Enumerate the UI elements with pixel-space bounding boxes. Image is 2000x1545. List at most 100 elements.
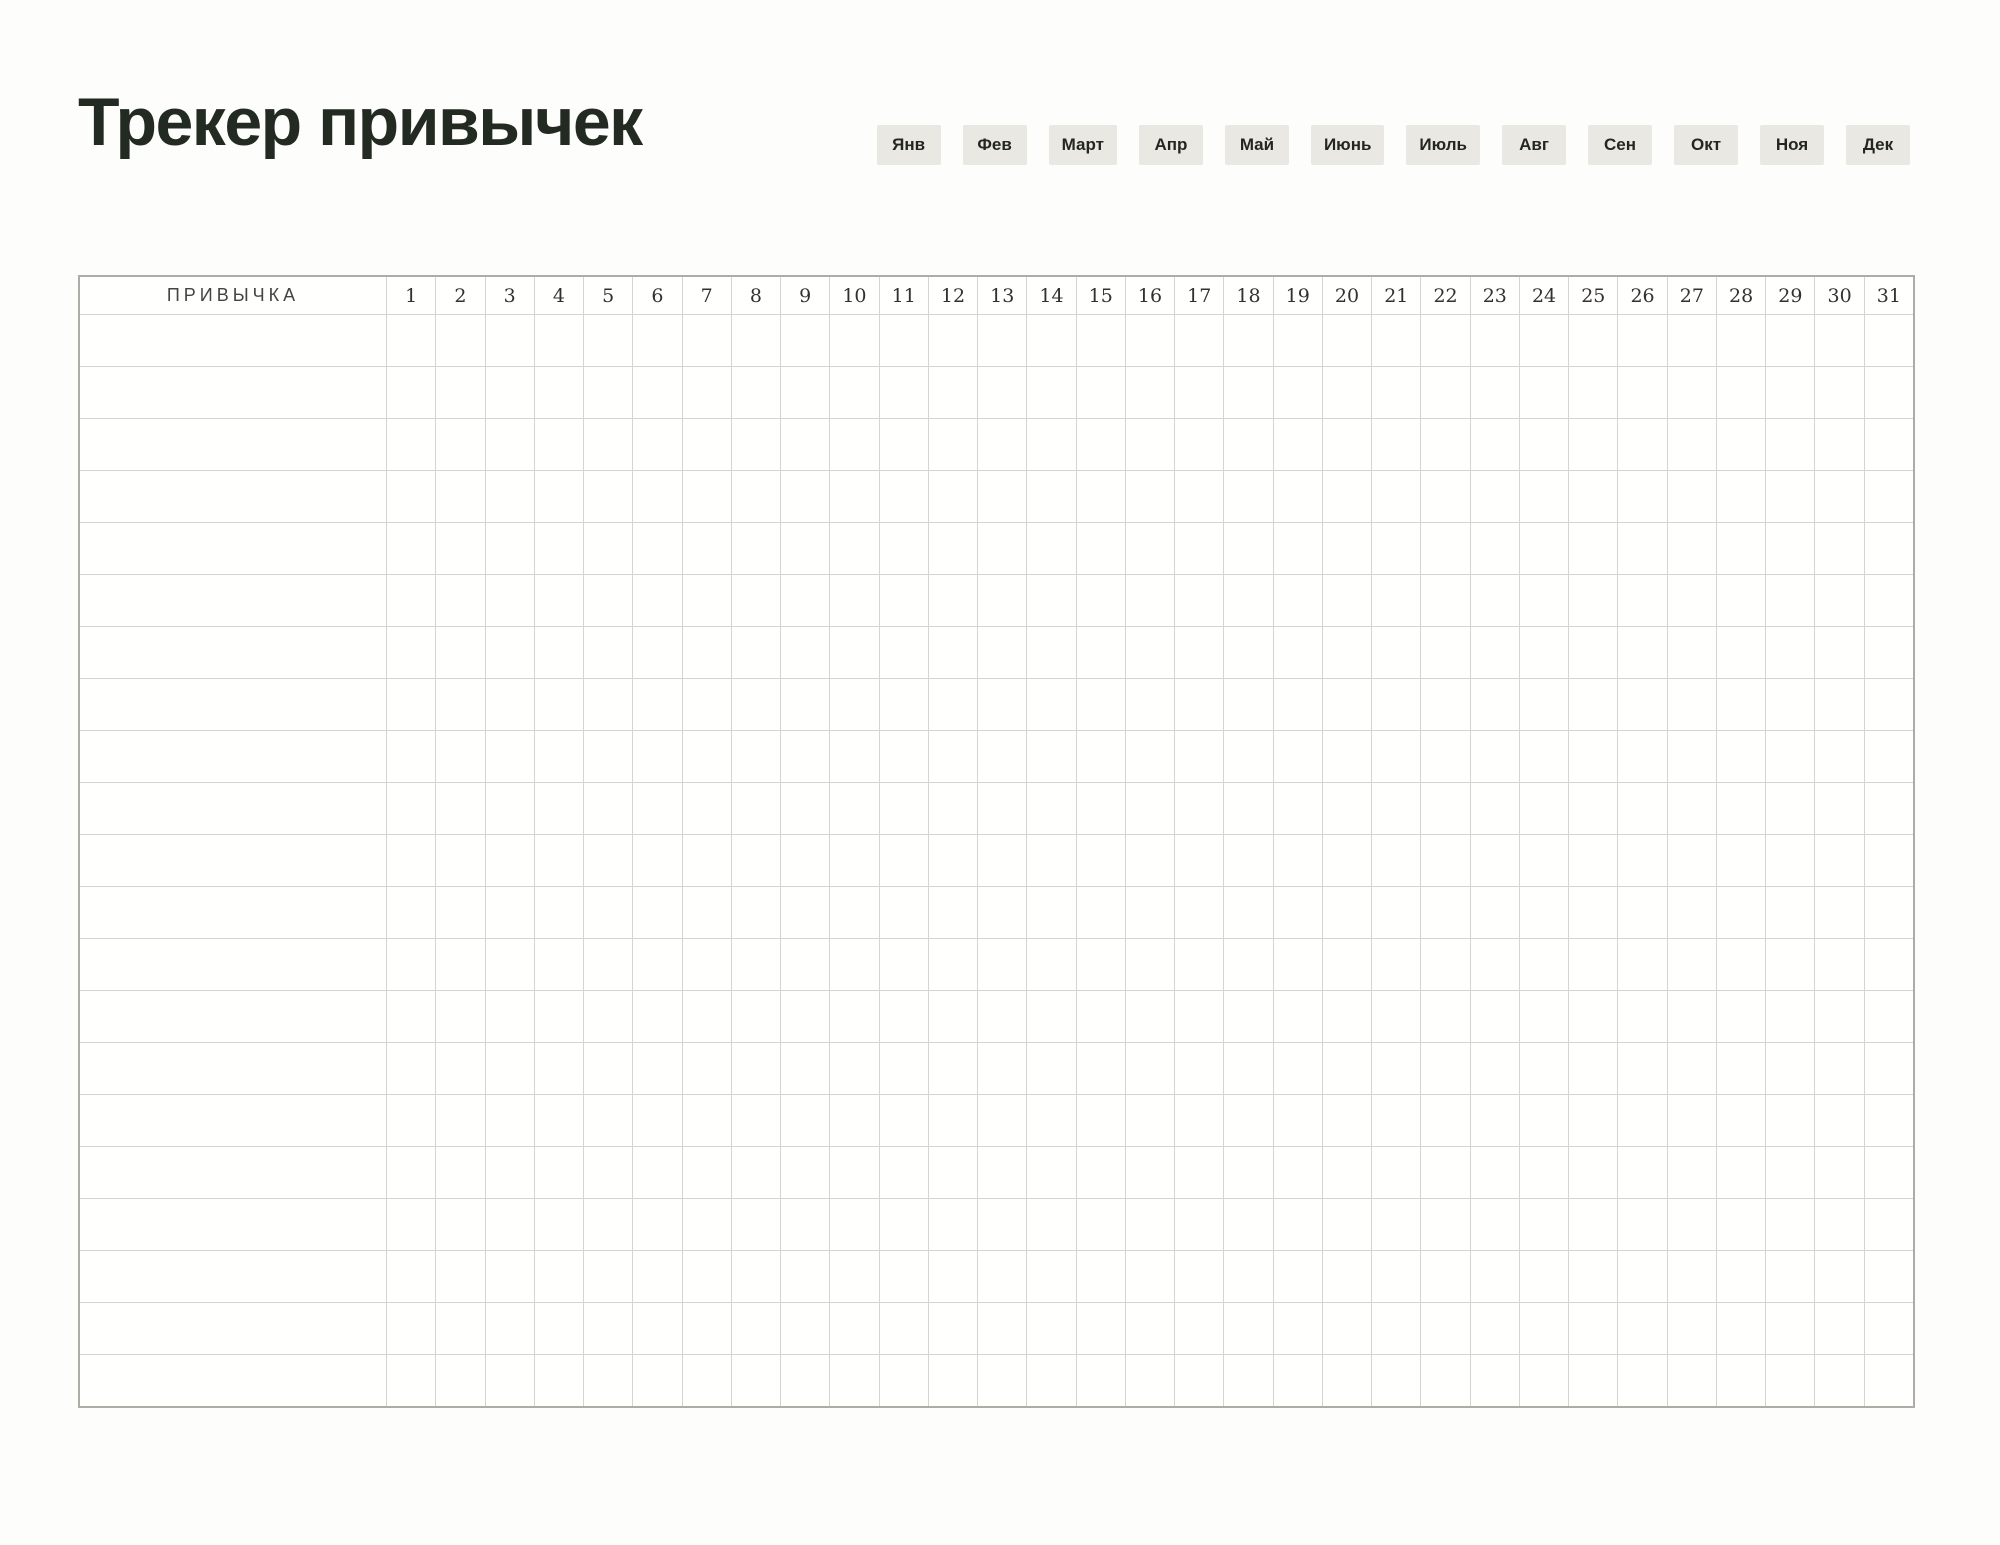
day-cell[interactable] — [829, 678, 879, 730]
day-cell[interactable] — [977, 990, 1027, 1042]
day-cell[interactable] — [977, 678, 1027, 730]
day-cell[interactable] — [1666, 626, 1716, 678]
day-cell[interactable] — [1223, 470, 1273, 522]
habit-name-cell[interactable] — [80, 366, 386, 418]
day-cell[interactable] — [1518, 1042, 1569, 1094]
day-cell[interactable] — [1666, 470, 1716, 522]
day-cell[interactable] — [1715, 886, 1766, 938]
day-cell[interactable] — [1765, 1042, 1815, 1094]
day-cell[interactable] — [1666, 1250, 1716, 1302]
day-cell[interactable] — [1863, 366, 1913, 418]
day-cell[interactable] — [1765, 782, 1815, 834]
tab-month-2[interactable]: Фев — [962, 125, 1027, 165]
day-cell[interactable] — [1715, 522, 1766, 574]
day-cell[interactable] — [1075, 366, 1125, 418]
day-cell[interactable] — [1371, 1094, 1421, 1146]
day-cell[interactable] — [386, 678, 436, 730]
day-cell[interactable] — [927, 366, 978, 418]
day-cell[interactable] — [927, 730, 978, 782]
day-cell[interactable] — [583, 834, 633, 886]
day-cell[interactable] — [878, 1354, 928, 1406]
day-cell[interactable] — [632, 1250, 682, 1302]
day-cell[interactable] — [1272, 626, 1322, 678]
day-cell[interactable] — [1124, 418, 1175, 470]
day-cell[interactable] — [1321, 678, 1372, 730]
day-cell[interactable] — [1026, 1094, 1076, 1146]
day-cell[interactable] — [1124, 626, 1175, 678]
day-cell[interactable] — [533, 1250, 584, 1302]
day-cell[interactable] — [583, 1354, 633, 1406]
day-cell[interactable] — [583, 938, 633, 990]
day-cell[interactable] — [1617, 470, 1667, 522]
day-cell[interactable] — [1371, 1250, 1421, 1302]
day-cell[interactable] — [583, 1198, 633, 1250]
day-cell[interactable] — [977, 782, 1027, 834]
day-cell[interactable] — [1321, 470, 1372, 522]
day-cell[interactable] — [1420, 1354, 1470, 1406]
day-cell[interactable] — [927, 1250, 978, 1302]
day-cell[interactable] — [1568, 834, 1618, 886]
day-cell[interactable] — [1469, 1042, 1519, 1094]
day-cell[interactable] — [632, 678, 682, 730]
day-cell[interactable] — [1174, 990, 1224, 1042]
day-cell[interactable] — [583, 366, 633, 418]
day-cell[interactable] — [829, 1094, 879, 1146]
day-cell[interactable] — [1568, 1198, 1618, 1250]
day-cell[interactable] — [1765, 1354, 1815, 1406]
day-cell[interactable] — [1124, 730, 1175, 782]
day-cell[interactable] — [829, 782, 879, 834]
day-cell[interactable] — [386, 626, 436, 678]
day-cell[interactable] — [1124, 782, 1175, 834]
day-cell[interactable] — [1075, 1042, 1125, 1094]
day-cell[interactable] — [1124, 470, 1175, 522]
day-cell[interactable] — [1075, 990, 1125, 1042]
day-cell[interactable] — [1469, 522, 1519, 574]
day-cell[interactable] — [484, 1042, 534, 1094]
day-cell[interactable] — [780, 1042, 830, 1094]
day-cell[interactable] — [1420, 1250, 1470, 1302]
day-cell[interactable] — [780, 1250, 830, 1302]
day-cell[interactable] — [484, 1146, 534, 1198]
day-cell[interactable] — [927, 522, 978, 574]
day-cell[interactable] — [583, 782, 633, 834]
day-cell[interactable] — [583, 626, 633, 678]
day-cell[interactable] — [1518, 314, 1569, 366]
day-cell[interactable] — [1814, 418, 1864, 470]
habit-name-cell[interactable] — [80, 522, 386, 574]
tab-month-10[interactable]: Окт — [1674, 125, 1738, 165]
day-cell[interactable] — [977, 418, 1027, 470]
day-cell[interactable] — [1174, 1250, 1224, 1302]
day-cell[interactable] — [632, 574, 682, 626]
habit-name-cell[interactable] — [80, 886, 386, 938]
day-cell[interactable] — [1371, 1198, 1421, 1250]
day-cell[interactable] — [1174, 938, 1224, 990]
day-cell[interactable] — [1371, 678, 1421, 730]
day-cell[interactable] — [1814, 938, 1864, 990]
day-cell[interactable] — [1863, 730, 1913, 782]
day-cell[interactable] — [533, 626, 584, 678]
day-cell[interactable] — [878, 314, 928, 366]
day-cell[interactable] — [1715, 1354, 1766, 1406]
day-cell[interactable] — [1469, 1354, 1519, 1406]
day-cell[interactable] — [632, 366, 682, 418]
day-cell[interactable] — [386, 990, 436, 1042]
day-cell[interactable] — [1272, 470, 1322, 522]
day-cell[interactable] — [1272, 522, 1322, 574]
day-cell[interactable] — [1765, 1198, 1815, 1250]
day-cell[interactable] — [730, 626, 781, 678]
day-cell[interactable] — [780, 1302, 830, 1354]
day-cell[interactable] — [1223, 834, 1273, 886]
day-cell[interactable] — [1814, 886, 1864, 938]
day-cell[interactable] — [1321, 522, 1372, 574]
day-cell[interactable] — [1814, 834, 1864, 886]
day-cell[interactable] — [1321, 1250, 1372, 1302]
day-cell[interactable] — [977, 1094, 1027, 1146]
day-cell[interactable] — [435, 1198, 485, 1250]
day-cell[interactable] — [977, 1146, 1027, 1198]
day-cell[interactable] — [977, 1354, 1027, 1406]
day-cell[interactable] — [1321, 574, 1372, 626]
day-cell[interactable] — [1026, 626, 1076, 678]
day-cell[interactable] — [1863, 938, 1913, 990]
day-cell[interactable] — [1666, 366, 1716, 418]
day-cell[interactable] — [583, 470, 633, 522]
